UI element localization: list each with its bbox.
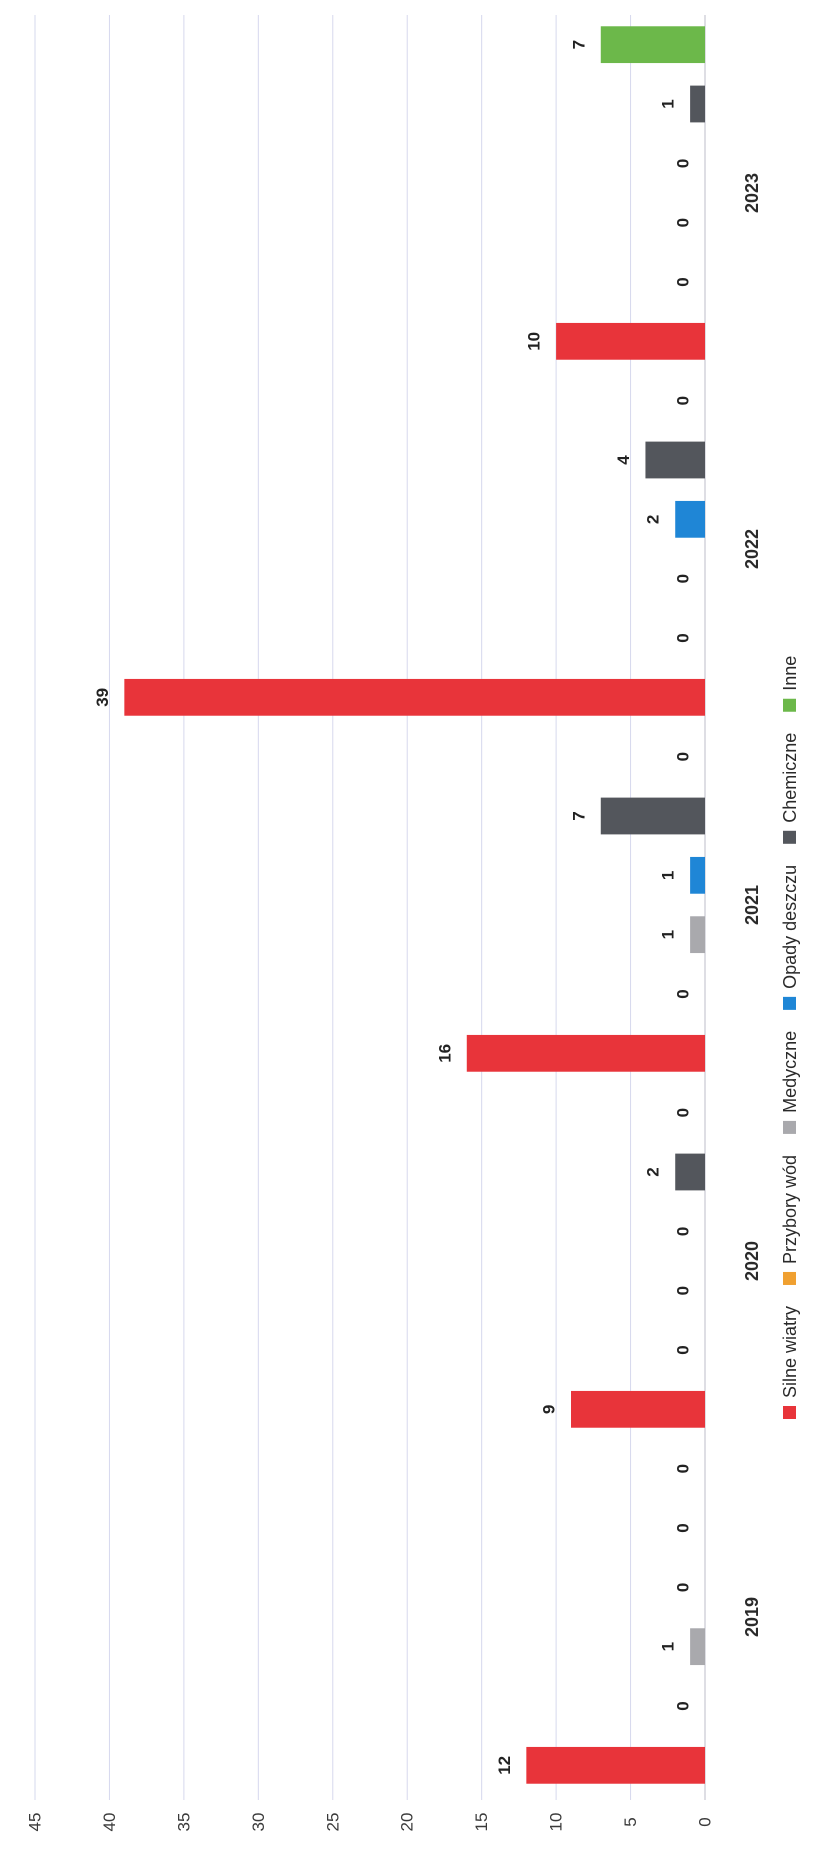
bar (690, 856, 705, 894)
legend-item: Silne wiatry (780, 1306, 800, 1419)
data-label: 12 (495, 1756, 514, 1775)
tick-label: 0 (696, 1817, 715, 1826)
tick-label: 20 (398, 1813, 417, 1832)
tick-label: 15 (472, 1813, 491, 1832)
legend-item: Przybory wód (780, 1155, 800, 1285)
legend-label: Medyczne (780, 1031, 800, 1113)
legend-swatch (783, 996, 796, 1010)
data-label: 0 (674, 1523, 693, 1532)
bar (690, 1628, 705, 1666)
bar (466, 1034, 705, 1072)
tick-label: 10 (547, 1813, 566, 1832)
bar (526, 1746, 705, 1784)
data-label: 0 (674, 159, 693, 168)
legend-swatch (783, 1120, 796, 1134)
tick-label: 40 (100, 1813, 119, 1832)
legend-item: Opady deszczu (780, 865, 800, 1010)
legend-item: Medyczne (780, 1031, 800, 1134)
data-label: 0 (674, 1464, 693, 1473)
legend-swatch (783, 1406, 796, 1419)
category-label: 2019 (742, 1597, 762, 1637)
data-label: 0 (674, 396, 693, 405)
value-axis: 0 5 10 15 20 25 30 35 40 45 (26, 1813, 715, 1832)
category-label: 2020 (742, 1241, 762, 1281)
data-label: 10 (525, 332, 544, 351)
data-label: 0 (674, 277, 693, 286)
bar (600, 797, 705, 835)
data-label: 1 (659, 930, 678, 939)
legend-label: Opady deszczu (780, 865, 800, 989)
bars (124, 26, 706, 1784)
data-label: 0 (674, 1345, 693, 1354)
bar (571, 1390, 705, 1428)
legend-label: Przybory wód (780, 1155, 800, 1264)
tick-label: 5 (621, 1817, 640, 1826)
legend-label: Chemiczne (780, 733, 800, 823)
data-label: 39 (93, 688, 112, 707)
data-label: 7 (569, 40, 588, 49)
legend-item: Chemiczne (780, 733, 800, 844)
bar (556, 322, 705, 360)
legend-swatch (783, 1271, 796, 1285)
data-label: 1 (659, 871, 678, 880)
legend-item: Inne (780, 656, 800, 712)
legend-label: Inne (780, 656, 800, 691)
bar (675, 1153, 705, 1191)
category-label: 2022 (742, 529, 762, 569)
tick-label: 30 (249, 1813, 268, 1832)
plot-area (34, 15, 706, 1800)
data-label: 4 (614, 455, 633, 465)
data-label: 2 (644, 1167, 663, 1176)
data-label: 0 (674, 574, 693, 583)
bar (645, 441, 705, 479)
legend-label: Silne wiatry (780, 1306, 800, 1398)
data-label: 0 (674, 218, 693, 227)
bar (690, 85, 705, 123)
data-label: 0 (674, 1286, 693, 1295)
legend-swatch (783, 830, 796, 844)
data-label: 0 (674, 1108, 693, 1117)
data-label: 1 (659, 99, 678, 108)
data-label: 0 (674, 1227, 693, 1236)
bar (675, 500, 705, 538)
category-axis: 2019 2020 2021 2022 2023 (742, 173, 762, 1637)
bar (124, 678, 706, 716)
data-label: 9 (540, 1405, 559, 1414)
tick-label: 45 (26, 1813, 45, 1832)
data-label: 16 (435, 1044, 454, 1063)
tick-label: 35 (174, 1813, 193, 1832)
legend-swatch (783, 698, 796, 712)
data-label: 7 (569, 811, 588, 820)
bar (690, 916, 705, 954)
data-label: 0 (674, 752, 693, 761)
bar (600, 26, 705, 64)
legend: Silne wiatry Przybory wód Medyczne Opady de… (780, 656, 800, 1419)
data-label: 0 (674, 633, 693, 642)
category-label: 2023 (742, 173, 762, 213)
data-label: 0 (674, 1701, 693, 1710)
data-label: 0 (674, 989, 693, 998)
data-label: 1 (659, 1642, 678, 1651)
category-label: 2021 (742, 885, 762, 925)
tick-label: 25 (323, 1813, 342, 1832)
data-label: 0 (674, 1583, 693, 1592)
data-label: 2 (644, 515, 663, 524)
